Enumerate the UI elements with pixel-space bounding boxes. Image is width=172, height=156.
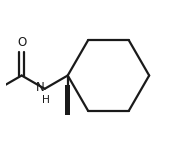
Text: O: O — [17, 36, 26, 49]
Text: H: H — [42, 95, 49, 105]
Text: N: N — [36, 81, 45, 95]
